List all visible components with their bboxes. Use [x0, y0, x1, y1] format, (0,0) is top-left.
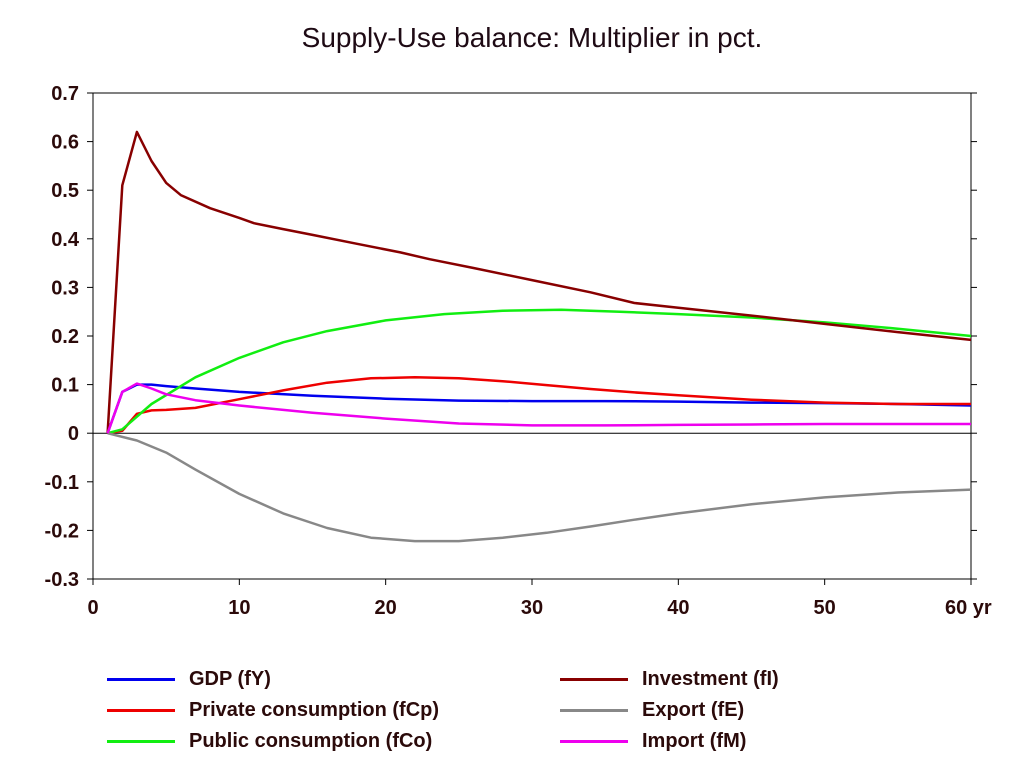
legend-label: Public consumption (fCo) — [189, 729, 433, 752]
y-tick-label: 0.7 — [51, 83, 79, 105]
legend-swatch — [107, 739, 175, 743]
series-line-investment-fi — [106, 130, 972, 434]
x-tick-label: 60 yr — [945, 597, 992, 619]
legend-label: GDP (fY) — [189, 667, 271, 690]
x-tick-label: 30 — [521, 597, 543, 619]
y-tick-label: -0.3 — [45, 569, 79, 591]
x-tick-label: 50 — [814, 597, 836, 619]
y-tick-label: 0.4 — [51, 229, 80, 251]
legend-item: Public consumption (fCo) — [107, 726, 432, 756]
y-tick-label: -0.1 — [45, 472, 79, 494]
chart-title: Supply-Use balance: Multiplier in pct. — [301, 22, 763, 53]
legend-swatch — [560, 708, 628, 712]
legend-label: Private consumption (fCp) — [189, 698, 440, 721]
y-tick-label: 0.2 — [51, 326, 79, 348]
tick-labels: 0.7 0.6 0.5 0.4 0.3 0.2 0.1 0 -0.1 -0.2 -0.3 0 10 20 3… — [45, 83, 992, 619]
legend-item: Investment (fI) — [560, 664, 779, 694]
x-tick-label: 10 — [228, 597, 250, 619]
legend-item: Export (fE) — [560, 695, 744, 725]
legend-label: Investment (fI) — [642, 667, 779, 690]
y-tick-label: 0.5 — [51, 180, 79, 202]
y-tick-label: 0.3 — [51, 277, 79, 299]
legend-label: Export (fE) — [642, 698, 745, 721]
legend-item: GDP (fY) — [107, 664, 271, 694]
legend-swatch — [107, 708, 175, 712]
legend-swatch — [560, 739, 628, 743]
legend-item: Import (fM) — [560, 726, 746, 756]
x-tick-label: 20 — [375, 597, 397, 619]
legend-label: Import (fM) — [642, 729, 747, 752]
x-tick-label: 40 — [667, 597, 689, 619]
x-tick-label: 0 — [87, 597, 98, 619]
legend-item: Private consumption (fCp) — [107, 695, 439, 725]
series-lines — [106, 130, 972, 543]
y-tick-label: 0.1 — [51, 375, 79, 397]
y-tick-label: 0.6 — [51, 132, 79, 154]
legend-swatch — [560, 677, 628, 681]
legend-swatch — [107, 677, 175, 681]
series-line-export-fe — [107, 431, 972, 543]
series-line-gdp-fy — [106, 383, 972, 434]
series-line-private-consumption-fcp — [107, 376, 971, 435]
y-tick-label: 0 — [68, 423, 79, 445]
y-tick-label: -0.2 — [45, 520, 79, 542]
series-line-import-fm — [106, 382, 971, 434]
